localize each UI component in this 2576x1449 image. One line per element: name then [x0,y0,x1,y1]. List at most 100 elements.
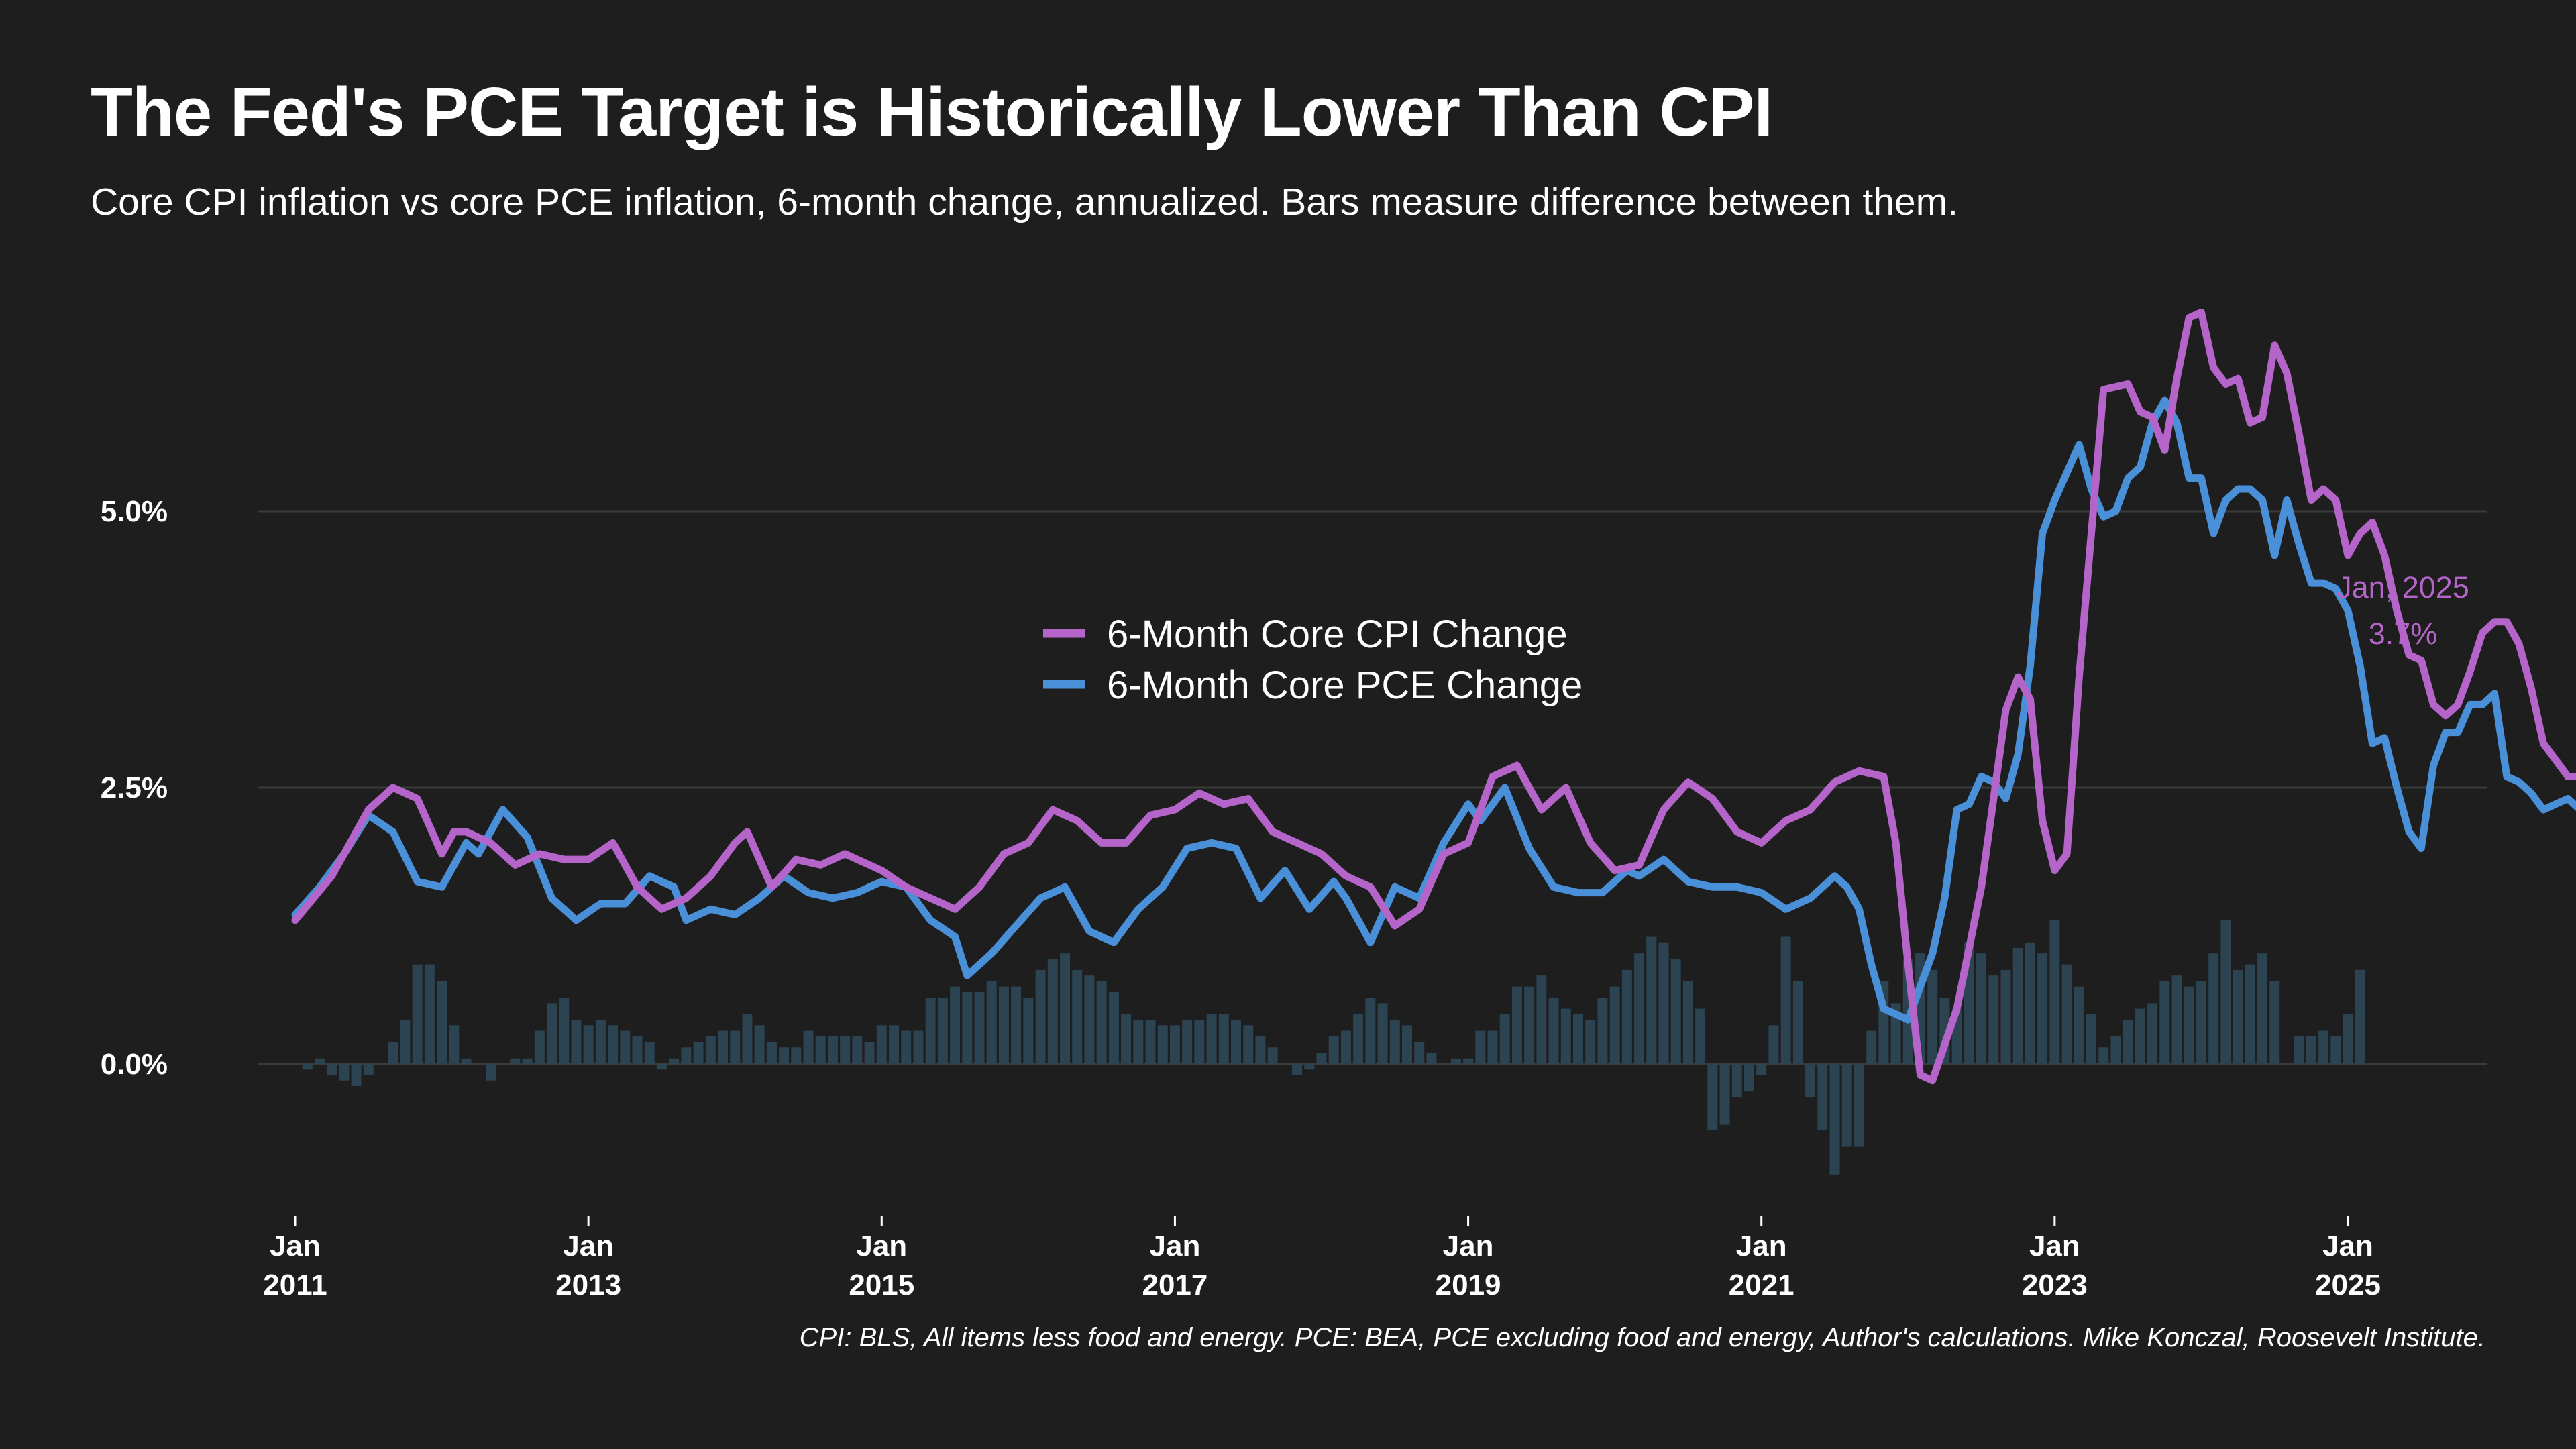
difference-bar [1328,1036,1339,1064]
difference-bar [510,1058,521,1064]
difference-bar [1511,986,1522,1064]
difference-bar [754,1025,765,1064]
difference-bar [864,1042,875,1064]
x-tick-label-year: 2015 [849,1269,914,1301]
difference-bar [742,1014,753,1064]
series-lines [291,308,2576,1085]
difference-bar [1133,1020,1144,1064]
difference-bar [1353,1014,1364,1064]
x-axis: Jan 2011 Jan 2013 Jan 2015 Jan 2017 Jan 2019 Jan 20… [263,1216,2381,1301]
difference-bar [730,1030,741,1064]
difference-bar [1976,953,1987,1064]
difference-bar [1817,1064,1828,1130]
cpi-line [291,308,2576,1085]
difference-bar [1231,1020,1241,1064]
difference-bar [400,1020,411,1064]
difference-bar [974,991,985,1064]
difference-bar [889,1025,899,1064]
difference-bar [1389,1020,1400,1064]
difference-bar [522,1058,533,1064]
difference-bar [2208,953,2219,1064]
difference-bar [608,1025,619,1064]
difference-bar [1854,1064,1864,1147]
difference-bar [2330,1036,2341,1064]
difference-bar [1670,959,1681,1064]
difference-bar [1609,986,1620,1064]
x-tick-label-month: Jan [1150,1230,1201,1263]
difference-bar [644,1042,655,1064]
difference-bar [2355,969,2365,1064]
difference-bar [1316,1053,1327,1064]
difference-bar [1658,942,1669,1064]
difference-bar [791,1047,802,1064]
difference-bar [766,1042,777,1064]
difference-bar [815,1036,826,1064]
difference-bar [1121,1014,1132,1064]
difference-bar [1108,991,1119,1064]
difference-bar [1096,981,1107,1064]
difference-bar [1292,1064,1303,1075]
difference-bar [571,1020,582,1064]
difference-bar [1524,986,1535,1064]
x-tick-label-month: Jan [1443,1230,1494,1263]
difference-bar [1414,1042,1425,1064]
difference-bar [632,1036,643,1064]
difference-bar [1744,1064,1754,1092]
difference-bar [1340,1030,1351,1064]
difference-bar [2049,920,2060,1064]
difference-bar [1145,1020,1156,1064]
x-tick-label-year: 2013 [555,1269,621,1301]
legend-label-cpi: 6-Month Core CPI Change [1107,612,1568,656]
difference-bar [2257,953,2267,1064]
difference-bar [620,1030,631,1064]
x-tick-label-month: Jan [563,1230,614,1263]
difference-bar [449,1025,460,1064]
difference-bar [2159,981,2170,1064]
difference-bar [2184,986,2194,1064]
difference-bar [2061,964,2072,1064]
difference-bar [2245,964,2255,1064]
difference-bar [595,1020,606,1064]
difference-bar [1841,1064,1852,1147]
difference-bar [962,991,973,1064]
difference-bar [1023,998,1034,1064]
difference-bar [1829,1064,1840,1175]
difference-bar [2147,1003,2158,1064]
difference-bar [559,998,570,1064]
grid-lines [258,510,2487,1065]
difference-bar [925,998,936,1064]
difference-bar [2171,975,2182,1064]
difference-bar [2074,986,2084,1064]
difference-bar [339,1064,350,1081]
difference-bar [1780,936,1791,1064]
x-tick-label-year: 2019 [1436,1269,1501,1301]
difference-bar [2110,1036,2121,1064]
difference-bar [314,1058,325,1064]
difference-bar [1475,1030,1486,1064]
difference-bar [1768,1025,1779,1064]
difference-bar [327,1064,337,1075]
difference-bar [1621,969,1632,1064]
difference-bar [937,998,948,1064]
difference-bar [2123,1020,2133,1064]
difference-bar [2306,1036,2316,1064]
x-tick-label-month: Jan [270,1230,321,1263]
difference-bar [1756,1064,1767,1075]
difference-bar [693,1042,704,1064]
difference-bar [2269,981,2280,1064]
x-tick-label-month: Jan [1736,1230,1787,1263]
difference-bar [547,1003,557,1064]
difference-bar [1047,959,1058,1064]
annotation-date: Jan, 2025 [2337,570,2469,604]
y-axis: 0.0% 2.5% 5.0% [101,495,168,1081]
difference-bar [986,981,997,1064]
difference-bar [1719,1064,1730,1125]
difference-bar [1035,969,1046,1064]
difference-bar [412,964,423,1064]
difference-bar [1182,1020,1193,1064]
legend-label-pce: 6-Month Core PCE Change [1107,663,1582,707]
difference-bar [1988,975,1999,1064]
x-tick-label-year: 2017 [1142,1269,1208,1301]
difference-bar [1499,1014,1510,1064]
difference-bar [2135,1008,2145,1064]
